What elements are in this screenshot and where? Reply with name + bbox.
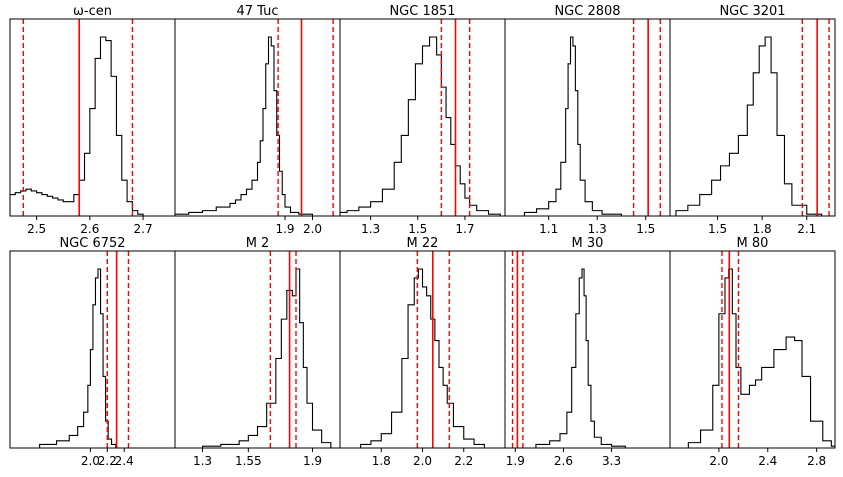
histogram-series xyxy=(10,36,175,216)
panel-title: M 22 xyxy=(407,236,439,251)
panel-plot-area xyxy=(505,19,670,216)
x-tick-label: 1.8 xyxy=(372,454,391,468)
panel-plot-area xyxy=(175,19,340,216)
panel-0: ω-cen 2.5 2.6 2.7 xyxy=(9,4,176,236)
histogram-series xyxy=(505,268,640,448)
x-tick-label: 2.2 xyxy=(98,454,117,468)
x-tick-label: 2.0 xyxy=(303,222,322,236)
x-tick-label: 2.6 xyxy=(80,222,99,236)
x-tick-label: 2.5 xyxy=(27,222,46,236)
panel-title: NGC 2808 xyxy=(554,4,620,19)
panel-title: 47 Tuc xyxy=(236,4,278,19)
panel-frame xyxy=(174,250,341,449)
panel-plot-area xyxy=(675,19,835,216)
panel-frame xyxy=(504,18,671,217)
panel-plot-area xyxy=(10,19,175,216)
panel-plot-area xyxy=(10,251,133,448)
x-tick-label: 1.9 xyxy=(506,454,525,468)
x-tick-label: 1.8 xyxy=(753,222,772,236)
panel-1: 47 Tuc 1.9 2.0 xyxy=(174,4,341,236)
x-tick-label: 1.1 xyxy=(539,222,558,236)
x-tick-label: 2.2 xyxy=(454,454,473,468)
x-tick-label: 2.4 xyxy=(115,454,134,468)
panel-title: NGC 6752 xyxy=(59,236,125,251)
x-tick-label: 2.1 xyxy=(797,222,816,236)
panel-6: M 2 1.3 1.55 1.9 xyxy=(174,236,341,468)
histogram-series xyxy=(10,268,133,448)
histogram-series xyxy=(675,36,835,216)
histogram-series xyxy=(505,36,670,216)
x-tick-label: 2.0 xyxy=(709,454,728,468)
panel-plot-area xyxy=(505,251,640,448)
panel-title: M 30 xyxy=(572,236,604,251)
x-tick-label: 1.9 xyxy=(303,454,322,468)
panel-title: ω-cen xyxy=(73,4,112,19)
panel-frame xyxy=(9,18,176,217)
x-tick-label: 2.4 xyxy=(758,454,777,468)
x-tick-label: 3.3 xyxy=(602,454,621,468)
panel-frame xyxy=(504,250,671,449)
panel-title: M 80 xyxy=(737,236,769,251)
x-tick-label: 2.0 xyxy=(81,454,100,468)
panel-title: NGC 1851 xyxy=(389,4,455,19)
panel-frame xyxy=(669,250,836,449)
panel-plot-area xyxy=(175,251,340,448)
x-tick-label: 1.5 xyxy=(636,222,655,236)
panel-title: M 2 xyxy=(246,236,270,251)
panel-5: NGC 6752 2.02.22.4 xyxy=(9,236,176,468)
x-tick-label: 1.3 xyxy=(361,222,380,236)
x-tick-label: 1.3 xyxy=(588,222,607,236)
panel-frame xyxy=(669,18,836,217)
x-tick-label: 2.7 xyxy=(134,222,153,236)
panel-plot-area xyxy=(670,251,835,448)
histogram-series xyxy=(175,36,340,216)
panel-7: M 22 1.8 2.0 2.2 xyxy=(339,236,506,468)
x-tick-label: 1.5 xyxy=(708,222,727,236)
x-tick-label: 1.55 xyxy=(235,454,262,468)
panel-9: M 80 2.0 2.4 2.8 xyxy=(669,236,836,468)
panel-plot-area xyxy=(340,251,495,448)
x-tick-label: 1.3 xyxy=(193,454,212,468)
histogram-series xyxy=(340,36,505,216)
x-tick-label: 1.5 xyxy=(408,222,427,236)
x-tick-label: 2.6 xyxy=(554,454,573,468)
panel-plot-area xyxy=(340,19,505,216)
panel-2: NGC 1851 1.3 1.5 1.7 xyxy=(339,4,506,236)
panel-title: NGC 3201 xyxy=(719,4,785,19)
x-tick-label: 2.8 xyxy=(807,454,826,468)
x-tick-label: 2.0 xyxy=(413,454,432,468)
histogram-series xyxy=(670,268,835,448)
x-tick-label: 1.7 xyxy=(455,222,474,236)
panel-4: NGC 3201 1.5 1.8 2.1 xyxy=(669,4,836,236)
panel-8: M 30 1.9 2.6 3.3 xyxy=(504,236,671,468)
panel-frame xyxy=(174,18,341,217)
histogram-series xyxy=(175,268,340,448)
histogram-series xyxy=(340,268,495,448)
panel-3: NGC 2808 1.1 1.3 1.5 xyxy=(504,4,671,236)
x-tick-label: 1.9 xyxy=(275,222,294,236)
